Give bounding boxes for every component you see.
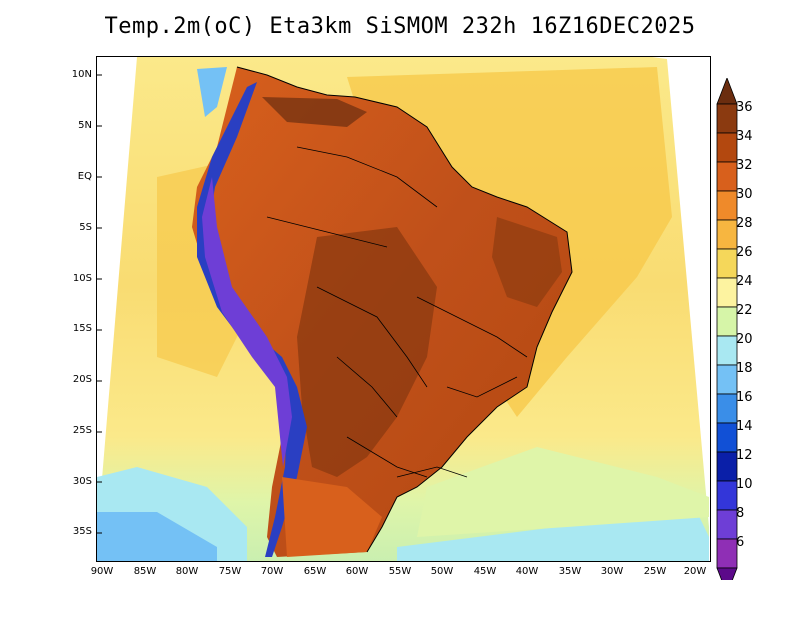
land-hot-core — [297, 227, 437, 477]
colorbar — [716, 78, 738, 580]
colorbar-segment — [716, 538, 738, 569]
lon-label: 60W — [345, 566, 369, 577]
colorbar-label: 20 — [736, 332, 753, 347]
lat-label: 35S — [72, 526, 92, 537]
colorbar-segment — [716, 306, 738, 337]
coastline — [236, 66, 573, 553]
colorbar-label: 28 — [736, 216, 753, 231]
ocean-cool-pacific-north — [197, 67, 227, 117]
colorbar-label: 8 — [736, 506, 745, 521]
colorbar-segment — [716, 219, 738, 250]
lon-label: 75W — [218, 566, 242, 577]
land-southern-cone — [282, 477, 382, 557]
colorbar-segment — [716, 277, 738, 308]
colorbar-segment — [716, 132, 738, 163]
lat-label: 20S — [72, 374, 92, 385]
lon-label: 50W — [430, 566, 454, 577]
lat-label: 10N — [71, 69, 92, 80]
lon-label: 45W — [473, 566, 497, 577]
colorbar-label: 34 — [736, 129, 753, 144]
land-hot-northeast — [492, 217, 562, 307]
lon-label: 40W — [515, 566, 539, 577]
andes-violet-core — [202, 177, 292, 467]
lon-label: 35W — [558, 566, 582, 577]
lat-label: EQ — [77, 171, 92, 182]
lon-label: 70W — [260, 566, 284, 577]
lon-label: 30W — [600, 566, 624, 577]
frame-ticks — [97, 74, 102, 534]
lat-label: 5S — [79, 222, 92, 233]
lon-label: 20W — [683, 566, 707, 577]
colorbar-bottom-arrow — [716, 567, 738, 580]
lon-label: 90W — [90, 566, 114, 577]
colorbar-segment — [716, 451, 738, 482]
colorbar-segment — [716, 335, 738, 366]
colorbar-segment — [716, 393, 738, 424]
lon-label: 85W — [133, 566, 157, 577]
colorbar-segment — [716, 364, 738, 395]
lon-label: 55W — [388, 566, 412, 577]
colorbar-label: 18 — [736, 361, 753, 376]
temperature-map — [97, 57, 709, 561]
colorbar-label: 10 — [736, 477, 753, 492]
lat-label: 15S — [72, 323, 92, 334]
ocean-cool-south-atlantic — [417, 447, 709, 537]
lon-label: 80W — [175, 566, 199, 577]
colorbar-label: 6 — [736, 535, 745, 550]
map-panel — [96, 56, 711, 562]
colorbar-label: 12 — [736, 448, 753, 463]
land-hot-north — [262, 97, 367, 127]
colorbar-label: 32 — [736, 158, 753, 173]
colorbar-segment — [716, 103, 738, 134]
colorbar-label: 36 — [736, 100, 753, 115]
lon-label: 25W — [643, 566, 667, 577]
country-borders — [266, 146, 528, 478]
lat-label: 30S — [72, 476, 92, 487]
colorbar-label: 30 — [736, 187, 753, 202]
colorbar-label: 26 — [736, 245, 753, 260]
lat-label: 10S — [72, 273, 92, 284]
colorbar-segment — [716, 480, 738, 511]
colorbar-segment — [716, 190, 738, 221]
map-title: Temp.2m(oC) Eta3km SiSMOM 232h 16Z16DEC2… — [104, 14, 696, 39]
ocean-cold-south-pacific-2 — [97, 512, 217, 561]
colorbar-label: 16 — [736, 390, 753, 405]
ocean-cold-south-atlantic — [397, 512, 709, 561]
colorbar-top-arrow — [716, 78, 738, 105]
colorbar-label: 24 — [736, 274, 753, 289]
lat-label: 5N — [78, 120, 92, 131]
colorbar-label: 22 — [736, 303, 753, 318]
colorbar-segment — [716, 248, 738, 279]
lat-label: 25S — [72, 425, 92, 436]
colorbar-segment — [716, 422, 738, 453]
colorbar-label: 14 — [736, 419, 753, 434]
colorbar-segment — [716, 509, 738, 540]
colorbar-segment — [716, 161, 738, 192]
lon-label: 65W — [303, 566, 327, 577]
